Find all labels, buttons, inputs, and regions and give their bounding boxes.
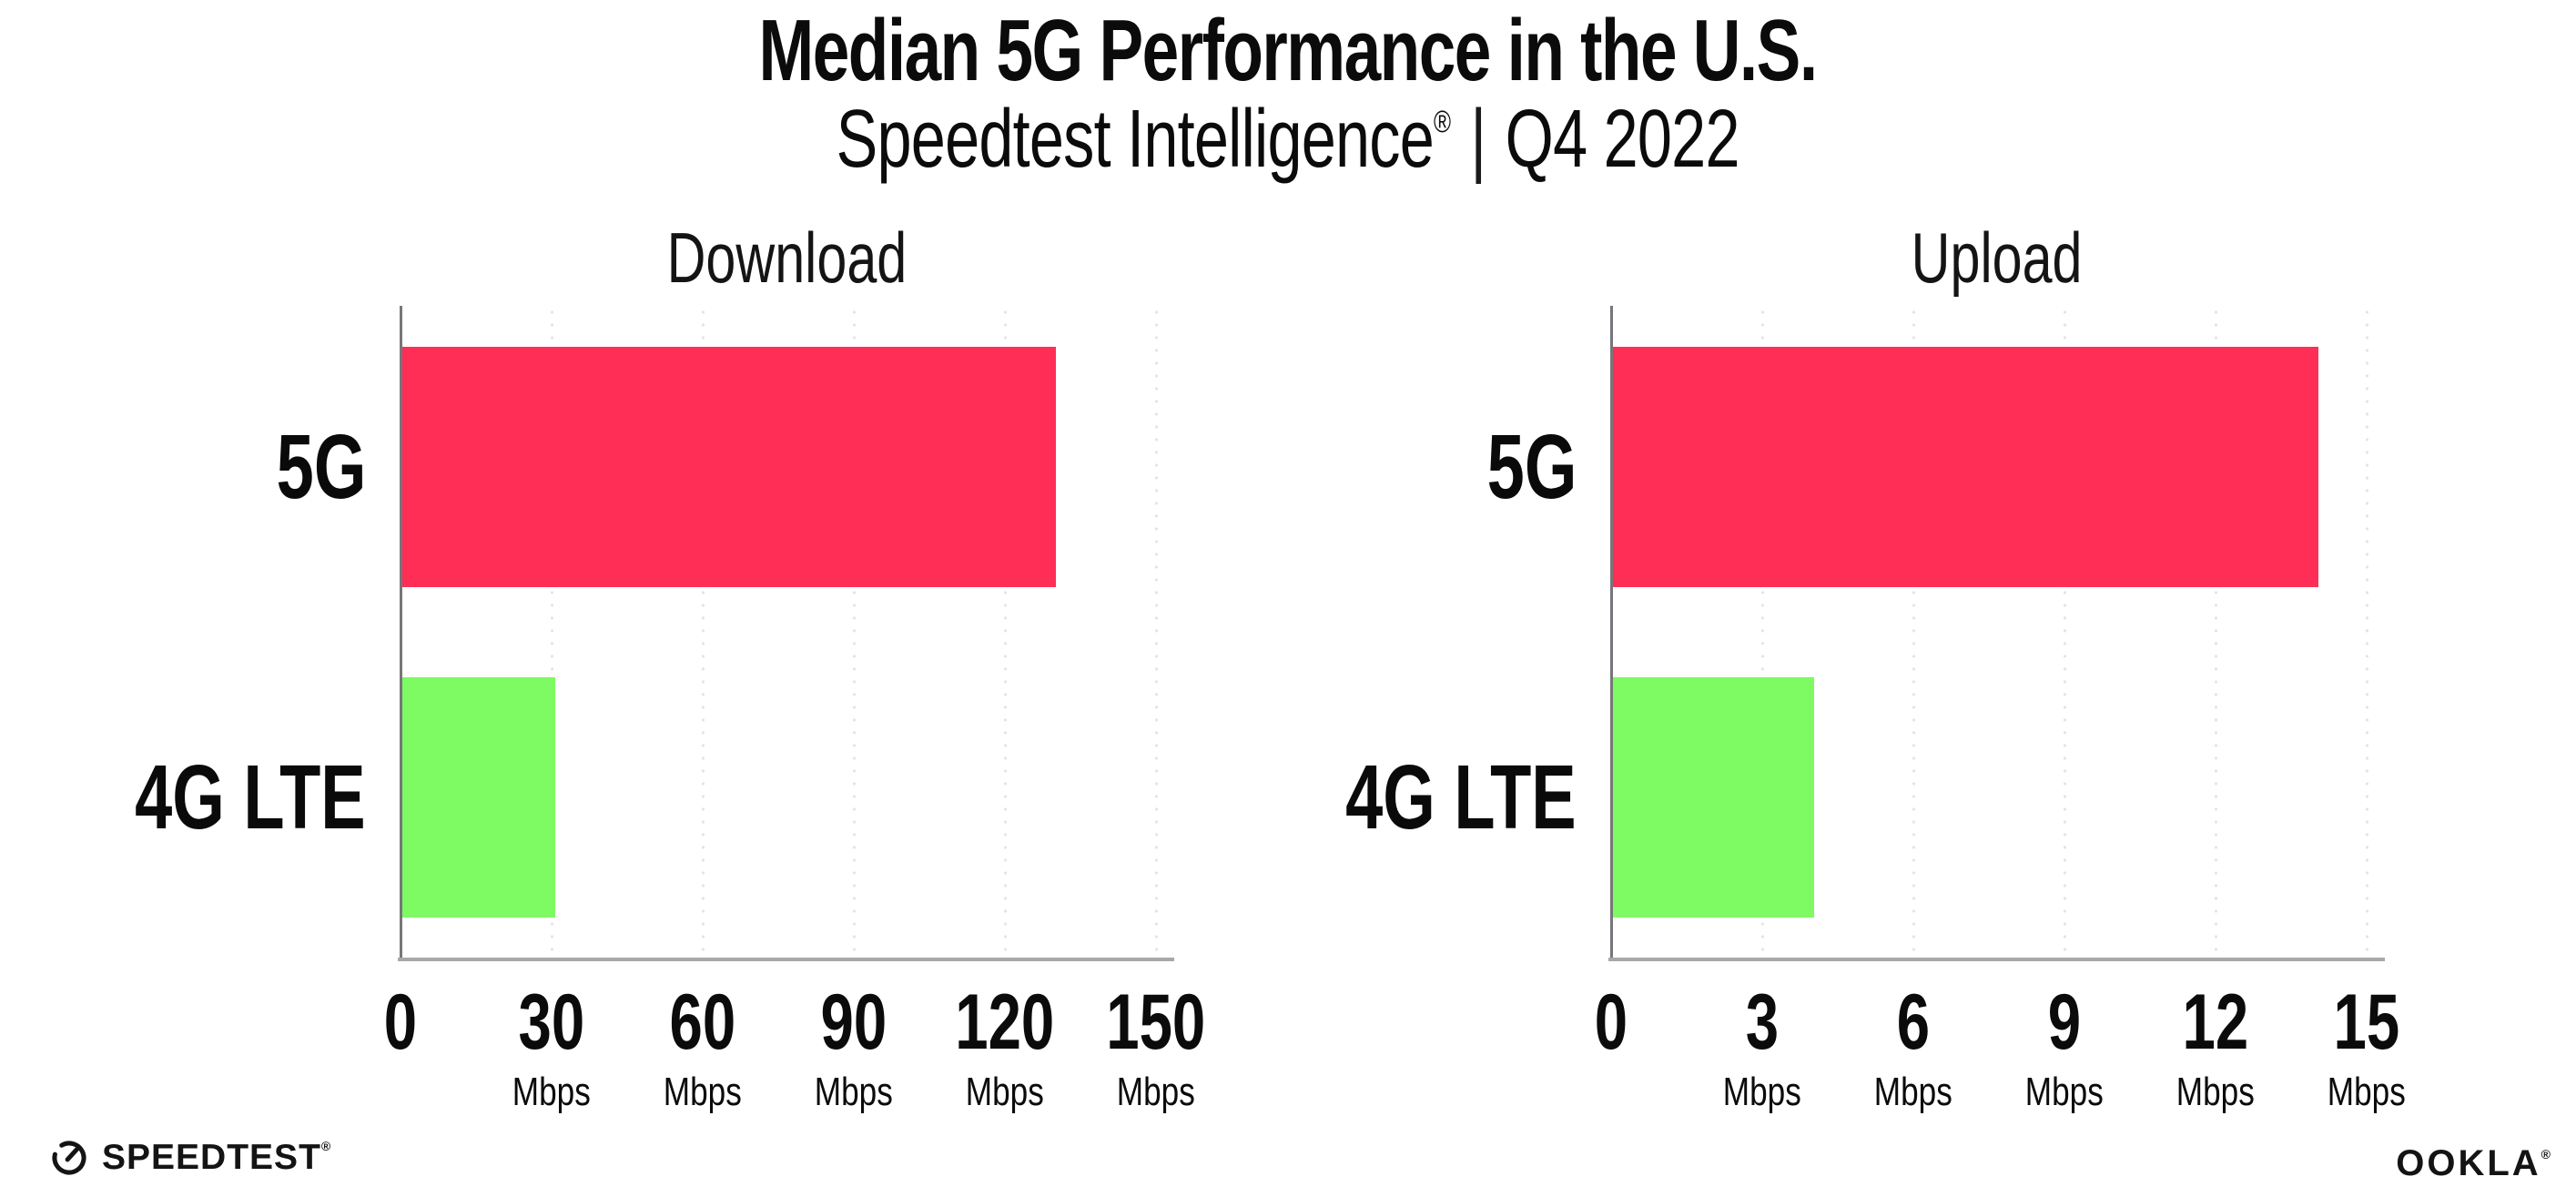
ookla-reg-mark: ® [2541,1147,2551,1161]
x-tick-unit-label: Mbps [1873,1070,1953,1114]
page-title-text: Median 5G Performance in the U.S. [758,2,1819,99]
bar-5g [402,347,1057,587]
x-tick-label-30: 30 [518,979,585,1066]
subtitle-period: Q4 2022 [1505,94,1740,185]
x-tick-unit-label: Mbps [2024,1070,2104,1114]
x-tick-unit-label: Mbps [512,1070,592,1114]
x-tick-unit-label: Mbps [814,1070,894,1114]
gridline-30 [550,306,553,958]
x-axis-baseline [1608,958,2385,961]
x-tick-label-15: 15 [2333,979,2400,1066]
x-axis-baseline [398,958,1174,961]
bar-4g-lte [1613,677,1815,918]
row-label-4g-lte: 4G LTE [135,746,366,848]
download-chart-title: Download [666,218,907,298]
gridline-9 [2063,306,2066,958]
x-tick-unit-label: Mbps [2327,1070,2407,1114]
x-tick-unit-label: Mbps [1722,1070,1802,1114]
y-axis-line [400,306,402,961]
gridline-90 [852,306,856,958]
row-label-5g: 5G [1486,416,1577,518]
download-chart-plot: Download 0 30 Mbps 60 Mbps 90 Mbps 120 Mbps 150 Mb… [135,222,1205,1112]
subtitle-brand: Speedtest Intelligence [836,94,1435,185]
x-tick-label-120: 120 [955,979,1055,1066]
x-tick-label-3: 3 [1745,979,1780,1066]
upload-chart-title: Upload [1912,218,2083,298]
gauge-icon [52,1141,86,1175]
x-tick-unit-label: Mbps [1116,1070,1196,1114]
x-tick-label-0: 0 [383,979,418,1066]
x-tick-label-9: 9 [2047,979,2082,1066]
row-label-5g: 5G [276,416,366,518]
ookla-logo-text: OOKLA [2396,1143,2541,1183]
subtitle-divider: | [1470,94,1487,185]
gridline-3 [1760,306,1764,958]
gridline-150 [1154,306,1158,958]
registered-mark: ® [1434,105,1452,139]
x-tick-unit-label: Mbps [663,1070,743,1114]
x-tick-label-150: 150 [1106,979,1206,1066]
gridline-12 [2214,306,2217,958]
upload-chart-plot: Upload 0 3 Mbps 6 Mbps 9 Mbps 12 Mbps 15 Mbps 5G 4G … [1345,222,2406,1112]
page-title: Median 5G Performance in the U.S. [0,7,2576,95]
page-subtitle-text: Speedtest Intelligence® | Q4 2022 [837,98,1740,180]
row-label-4g-lte: 4G LTE [1345,746,1577,848]
ookla-logo: OOKLA® [2396,1143,2551,1184]
x-tick-label-60: 60 [669,979,736,1066]
y-axis-line [1610,306,1613,961]
x-tick-unit-label: Mbps [965,1070,1045,1114]
x-tick-label-0: 0 [1594,979,1628,1066]
bar-4g-lte [402,677,556,918]
gridline-60 [701,306,705,958]
speedtest-reg-mark: ® [320,1139,331,1153]
speedtest-logo: SPEEDTEST® [49,1138,330,1178]
gridline-6 [1912,306,1915,958]
speedtest-logo-text: SPEEDTEST® [102,1138,331,1177]
bar-5g [1613,347,2318,587]
x-tick-label-90: 90 [820,979,887,1066]
page-subtitle: Speedtest Intelligence® | Q4 2022 [0,98,2576,180]
x-tick-label-6: 6 [1896,979,1931,1066]
x-tick-label-12: 12 [2182,979,2249,1066]
gridline-120 [1003,306,1007,958]
x-tick-unit-label: Mbps [2175,1070,2256,1114]
gridline-15 [2365,306,2368,958]
